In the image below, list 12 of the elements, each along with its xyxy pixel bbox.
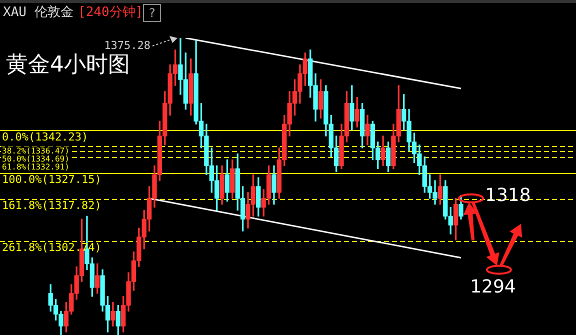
annotation: 0.0%(1342.23) xyxy=(2,130,88,144)
chart-title: XAU 伦敦金 xyxy=(3,4,74,22)
annotation: 161.8%(1317.82) xyxy=(2,199,102,212)
text: 1294 xyxy=(470,276,516,298)
help-icon: ? xyxy=(143,4,161,22)
annotation: 50.0%(1334.69) xyxy=(2,154,70,164)
chart-subtitle: [240分钟] xyxy=(78,4,144,22)
annotation: 61.8%(1332.91) xyxy=(2,162,70,172)
annotation: 100.0%(1327.15) xyxy=(2,172,102,186)
annotation: 1375.28 xyxy=(104,38,150,52)
annotation: 38.2%(1336.47) xyxy=(2,146,70,156)
annotation: 黄金4小时图 xyxy=(6,52,130,78)
